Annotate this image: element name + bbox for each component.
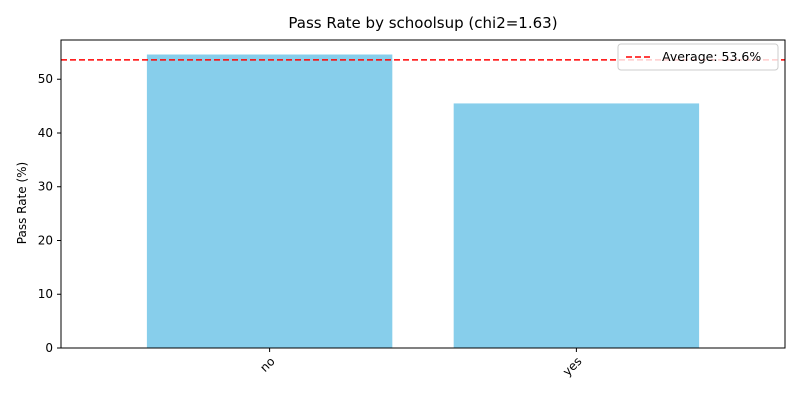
bar-yes — [453, 103, 700, 348]
legend-box — [617, 43, 779, 71]
y-tick-label-40: 40 — [38, 126, 53, 140]
chart-title: Pass Rate by schoolsup (chi2=1.63) — [288, 14, 557, 32]
plot-frame — [60, 39, 786, 349]
y-ticks: 0 10 20 30 40 50 — [38, 72, 61, 355]
y-tick-label-30: 30 — [38, 180, 53, 194]
y-tick-label-20: 20 — [38, 233, 53, 247]
y-tick-label-0: 0 — [45, 341, 53, 355]
bars-layer — [146, 54, 700, 348]
bar-no — [146, 54, 393, 348]
x-ticks: no yes — [257, 348, 585, 379]
y-tick-label-10: 10 — [38, 287, 53, 301]
legend-entry-average: Average: 53.6% — [662, 49, 761, 64]
x-tick-label-yes: yes — [560, 354, 585, 379]
x-tick-label-no: no — [257, 354, 277, 374]
legend: Average: 53.6% — [617, 43, 779, 71]
y-axis-label: Pass Rate (%) — [15, 162, 29, 244]
y-tick-label-50: 50 — [38, 72, 53, 86]
